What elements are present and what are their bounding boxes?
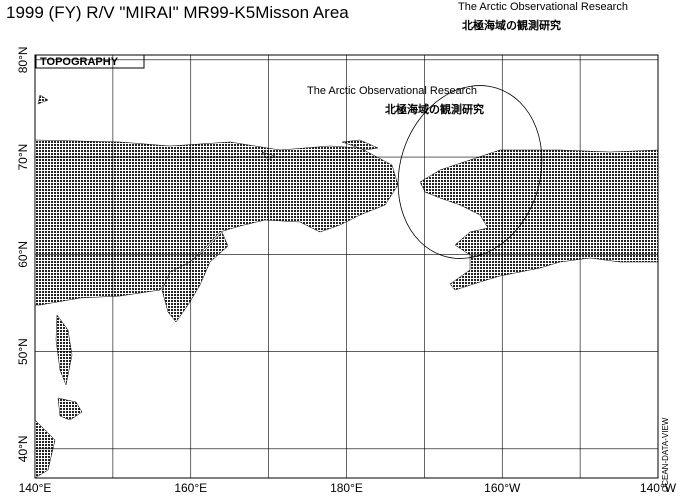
annotation-ja: 北極海域の観測研究 (385, 102, 484, 116)
map-frame: TOPOGRAPHY The Arctic Observational Rese… (34, 54, 670, 492)
land-sakhalin (55, 314, 73, 386)
credit: OCEAN-DATA-VIEW (661, 417, 670, 492)
land-siberia (34, 139, 399, 306)
subtitle-ja: 北極海域の観測研究 (462, 18, 561, 32)
lon-tick-label: 140°E (19, 481, 52, 495)
layer-label-box (35, 54, 145, 69)
lon-tick-label: 140°W (640, 481, 677, 495)
subtitle-en: The Arctic Observational Research (458, 1, 628, 13)
lat-tick-label: 60°N (16, 241, 30, 268)
study-area (397, 85, 543, 259)
title: 1999 (FY) R/V "MIRAI" MR99-K5Misson Area (6, 3, 349, 22)
lon-tick-label: 160°E (174, 481, 207, 495)
lat-tick-label: 80°N (16, 46, 30, 73)
lon-tick-label: 180°E (330, 481, 363, 495)
layer-label: TOPOGRAPHY (40, 56, 119, 68)
lon-tick-label: 160°W (484, 481, 521, 495)
lat-tick-label: 70°N (16, 144, 30, 171)
lat-tick-label: 50°N (16, 338, 30, 365)
annotation-en: The Arctic Observational Research (307, 85, 477, 97)
lat-tick-label: 40°N (16, 435, 30, 462)
